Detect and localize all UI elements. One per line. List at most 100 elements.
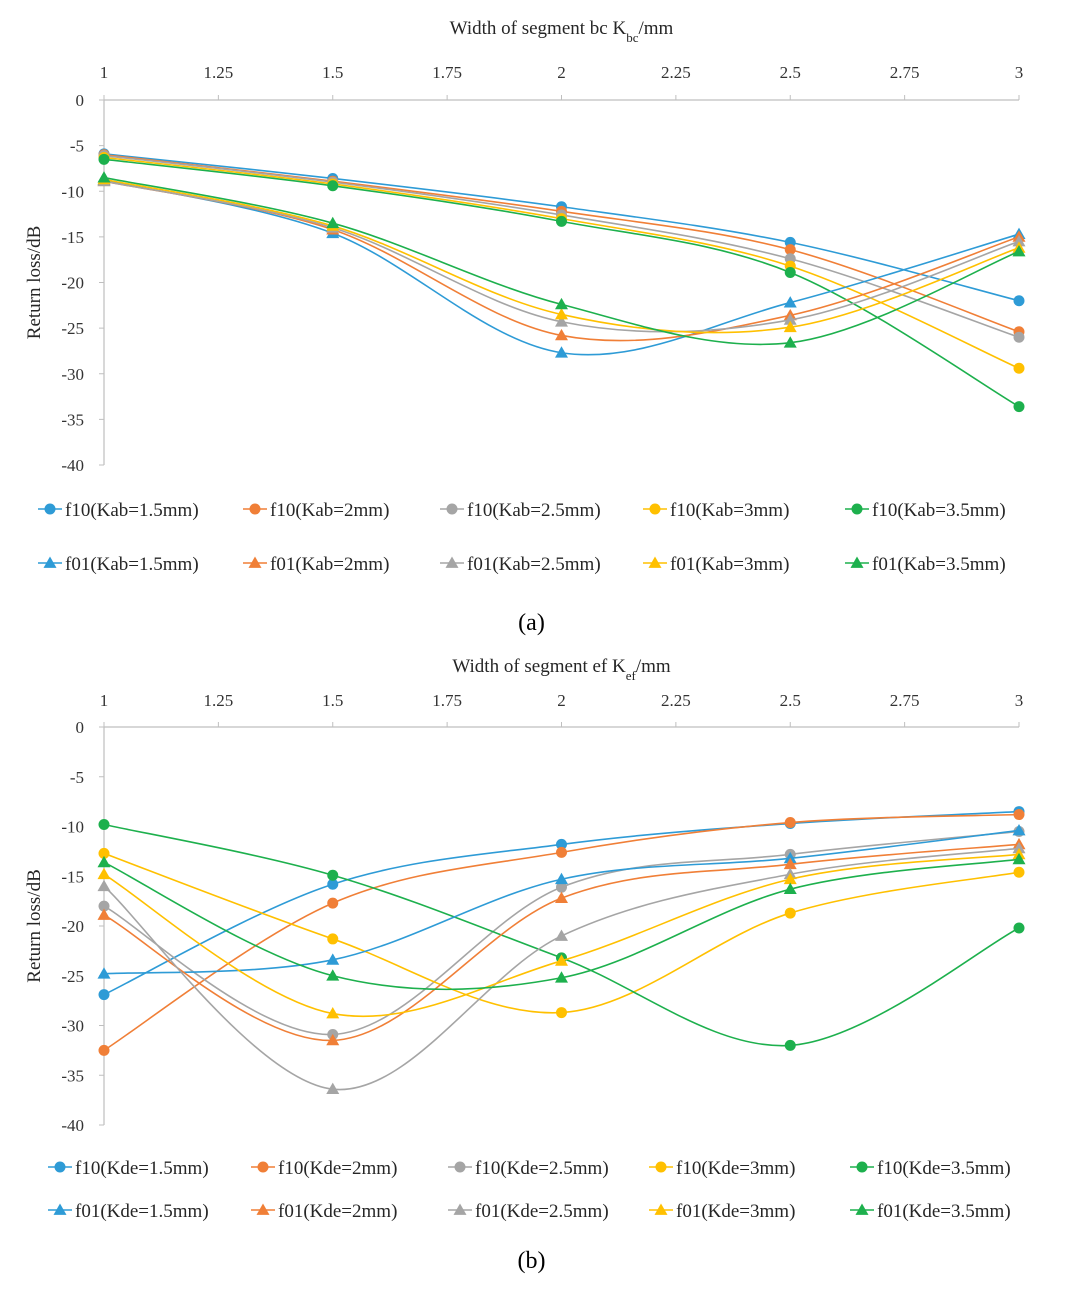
- x-axis-title: Width of segment ef Kef/mm: [452, 656, 671, 683]
- data-point: [783, 313, 797, 325]
- data-point: [1012, 823, 1026, 836]
- data-point: [97, 867, 111, 880]
- y-axis-title: Return loss/dB: [24, 869, 45, 982]
- legend-label: f01(Kde=2mm): [278, 1201, 397, 1222]
- x-tick-label: 2: [557, 63, 566, 82]
- chart-panel-a: Width of segment bc Kbc/mm Return loss/dB…: [24, 18, 1026, 636]
- legend-marker: [445, 556, 459, 568]
- data-point: [98, 1044, 110, 1056]
- series-f01(Kab=3mm): [97, 172, 1026, 334]
- legend-item: f10(Kab=2mm): [243, 500, 389, 521]
- data-point: [555, 929, 568, 941]
- x-tick-label: 1.5: [322, 63, 343, 82]
- legend-label: f10(Kde=3.5mm): [877, 1158, 1011, 1179]
- data-point: [98, 900, 110, 912]
- legend-label: f01(Kde=3mm): [676, 1201, 795, 1222]
- data-point: [1013, 362, 1025, 374]
- x-tick-label: 2: [557, 691, 566, 710]
- legend-label: f01(Kde=2.5mm): [475, 1201, 609, 1222]
- y-tick-label: -40: [61, 1116, 84, 1135]
- legend-label: f10(Kab=3mm): [670, 500, 789, 521]
- y-tick-label: -5: [70, 137, 84, 156]
- legend-item: f10(Kde=1.5mm): [48, 1158, 209, 1179]
- x-tick-label: 2.5: [780, 63, 801, 82]
- legend-marker: [649, 503, 661, 515]
- y-tick-label: -20: [61, 917, 84, 936]
- data-point: [97, 171, 111, 183]
- x-axis-title: Width of segment bc Kbc/mm: [450, 18, 674, 45]
- data-point: [326, 969, 340, 981]
- data-point: [555, 307, 568, 320]
- series-f01(Kde=3.5mm): [97, 852, 1026, 991]
- x-tick-label: 3: [1015, 691, 1024, 710]
- series-f10(Kde=2mm): [98, 809, 1025, 1056]
- y-tick-label: -35: [61, 410, 84, 429]
- data-point: [555, 954, 568, 966]
- series-line: [103, 830, 1020, 1036]
- legend-item: f01(Kde=3.5mm): [850, 1201, 1011, 1222]
- y-tick-label: -35: [61, 1066, 84, 1085]
- data-point: [555, 315, 568, 327]
- data-point: [555, 346, 568, 358]
- legend-marker: [655, 1161, 667, 1173]
- x-tick-label: 2.25: [661, 63, 691, 82]
- legend-item: f10(Kab=3mm): [643, 500, 789, 521]
- y-tick-label: -15: [61, 867, 84, 886]
- legend-item: f10(Kde=3mm): [649, 1158, 795, 1179]
- x-tick-label: 2.5: [780, 691, 801, 710]
- y-tick-label: -10: [61, 818, 84, 837]
- x-tick-label: 1.75: [432, 63, 462, 82]
- legend-item: f01(Kde=1.5mm): [48, 1201, 209, 1222]
- panel-label: (b): [518, 1248, 546, 1274]
- data-point: [556, 215, 567, 227]
- x-tick-label: 2.75: [890, 63, 920, 82]
- data-point: [1013, 331, 1025, 343]
- data-point: [784, 907, 796, 919]
- legend-item: f01(Kde=2.5mm): [448, 1201, 609, 1222]
- legend-marker: [856, 1161, 868, 1173]
- y-tick-label: -15: [61, 228, 84, 247]
- legend-label: f10(Kde=3mm): [676, 1158, 795, 1179]
- data-point: [555, 297, 568, 310]
- data-point: [326, 1033, 340, 1046]
- data-point: [97, 908, 111, 920]
- data-point: [1012, 852, 1026, 865]
- y-tick-label: -10: [61, 182, 84, 201]
- legend-item: f01(Kde=2mm): [251, 1201, 397, 1222]
- y-tick-label: -30: [61, 365, 84, 384]
- series-f10(Kab=3.5mm): [98, 153, 1025, 413]
- data-point: [327, 180, 339, 192]
- legend-item: f01(Kde=3mm): [649, 1201, 795, 1222]
- data-point: [98, 153, 110, 165]
- series-line: [103, 158, 1020, 408]
- legend-marker: [453, 1203, 467, 1215]
- series-f10(Kde=3mm): [98, 847, 1025, 1019]
- x-tick-label: 1: [100, 63, 109, 82]
- legend-marker: [654, 1203, 668, 1215]
- data-point: [327, 878, 339, 890]
- data-point: [327, 897, 339, 909]
- legend-label: f01(Kab=3.5mm): [872, 554, 1006, 575]
- data-point: [98, 819, 110, 831]
- data-point: [784, 1039, 796, 1051]
- x-tick-label: 2.25: [661, 691, 691, 710]
- legend-marker: [249, 503, 261, 515]
- series-f01(Kde=2.5mm): [97, 841, 1026, 1095]
- data-point: [1012, 244, 1026, 257]
- data-point: [784, 817, 796, 829]
- series-line: [103, 847, 1020, 1091]
- panel-label: (a): [518, 610, 545, 636]
- data-point: [97, 855, 111, 868]
- legend-marker: [446, 503, 458, 515]
- legend-marker: [53, 1203, 67, 1215]
- data-point: [1012, 841, 1026, 854]
- y-tick-label: -40: [61, 456, 84, 475]
- data-point: [327, 933, 339, 945]
- data-point: [98, 989, 110, 1001]
- legend-item: f01(Kab=2.5mm): [440, 554, 601, 575]
- data-point: [97, 967, 111, 979]
- data-point: [326, 216, 340, 229]
- legend-label: f10(Kde=1.5mm): [75, 1158, 209, 1179]
- y-tick-label: -30: [61, 1017, 84, 1036]
- series-f01(Kab=3.5mm): [97, 171, 1026, 348]
